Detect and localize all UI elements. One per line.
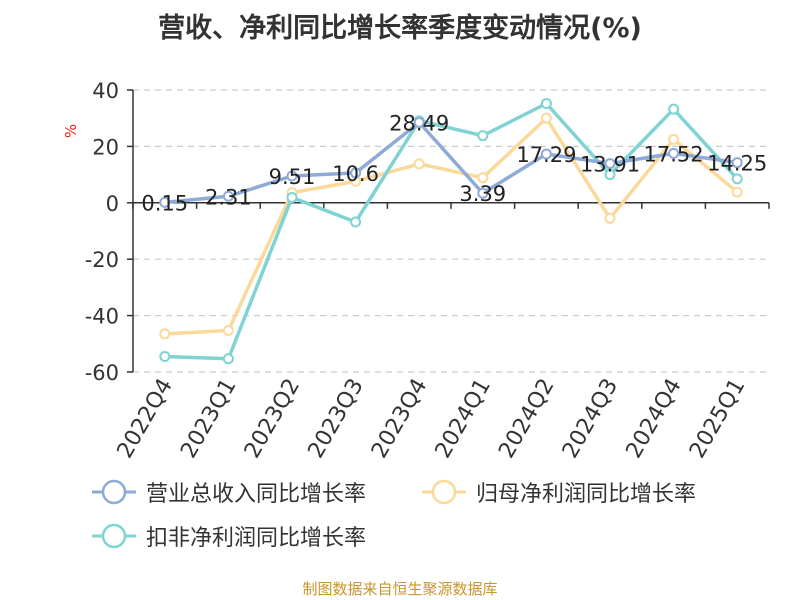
data-point xyxy=(731,186,743,198)
legend-item-revenue[interactable]: 营业总收入同比增长率 xyxy=(90,477,366,507)
data-point xyxy=(477,130,489,142)
x-tick-label: 2023Q1 xyxy=(176,375,241,463)
data-point xyxy=(350,167,362,179)
data-point xyxy=(668,133,680,145)
data-label: 3.39 xyxy=(459,182,506,206)
x-tick-label: 2024Q3 xyxy=(558,375,623,463)
x-tick-label: 2024Q2 xyxy=(494,375,559,463)
data-label: 14.25 xyxy=(707,152,767,176)
data-point xyxy=(604,169,616,181)
data-point xyxy=(413,116,425,128)
legend-marker-net-profit xyxy=(422,479,466,505)
data-label: 17.29 xyxy=(516,143,576,167)
data-label: 2.31 xyxy=(205,185,252,209)
data-point xyxy=(413,158,425,170)
legend-item-net-profit[interactable]: 归母净利润同比增长率 xyxy=(420,477,696,507)
series-line xyxy=(164,101,739,361)
legend-marker-deducted-profit xyxy=(92,523,136,549)
x-tick-label: 2024Q4 xyxy=(621,375,686,463)
source-note: 制图数据来自恒生聚源数据库 xyxy=(302,580,498,598)
y-tick-label: 0 xyxy=(106,192,119,216)
y-tick-label: -40 xyxy=(85,305,119,329)
x-tick-label: 2025Q1 xyxy=(685,375,750,463)
data-point xyxy=(604,212,616,224)
data-label: 13.91 xyxy=(580,153,640,177)
data-point xyxy=(668,103,680,115)
data-label: 28.49 xyxy=(389,111,449,135)
series-line xyxy=(164,120,738,205)
x-tick-label: 2023Q2 xyxy=(240,375,305,463)
data-label: 10.6 xyxy=(332,162,379,186)
data-label: 9.51 xyxy=(269,165,316,189)
y-tick-label: -60 xyxy=(85,361,119,385)
data-point xyxy=(604,158,616,170)
data-point xyxy=(222,325,234,337)
data-point xyxy=(159,350,171,362)
y-axis-label: % xyxy=(62,124,80,138)
y-tick-label: -20 xyxy=(85,248,119,272)
data-point xyxy=(540,148,552,160)
series-line xyxy=(164,116,739,336)
legend-label-deducted-profit: 扣非净利润同比增长率 xyxy=(146,526,367,551)
data-point xyxy=(477,187,489,199)
data-point xyxy=(350,216,362,228)
data-point xyxy=(731,157,743,169)
y-tick-label: 20 xyxy=(92,135,119,159)
legend-item-deducted-profit[interactable]: 扣非净利润同比增长率 xyxy=(90,521,366,551)
data-point xyxy=(159,328,171,340)
legend-marker-revenue xyxy=(92,479,136,505)
x-tick-label: 2024Q1 xyxy=(431,375,496,463)
legend-label-net-profit: 归母净利润同比增长率 xyxy=(476,482,697,507)
x-tick-label: 2023Q3 xyxy=(303,375,368,463)
x-tick-label: 2023Q4 xyxy=(367,375,432,463)
data-point xyxy=(222,190,234,202)
data-point xyxy=(159,196,171,208)
data-point xyxy=(222,353,234,365)
legend-label-revenue: 营业总收入同比增长率 xyxy=(146,482,367,507)
data-label: 0.15 xyxy=(141,191,188,215)
data-point xyxy=(731,173,743,185)
data-point xyxy=(286,191,298,203)
data-point xyxy=(540,112,552,124)
data-point xyxy=(668,147,680,159)
data-point xyxy=(477,172,489,184)
data-label: 17.52 xyxy=(644,142,704,166)
data-point xyxy=(540,98,552,110)
x-tick-label: 2022Q4 xyxy=(113,375,178,463)
y-tick-label: 40 xyxy=(92,79,119,103)
chart-title: 营收、净利同比增长率季度变动情况(%) xyxy=(158,13,642,44)
data-point xyxy=(286,170,298,182)
